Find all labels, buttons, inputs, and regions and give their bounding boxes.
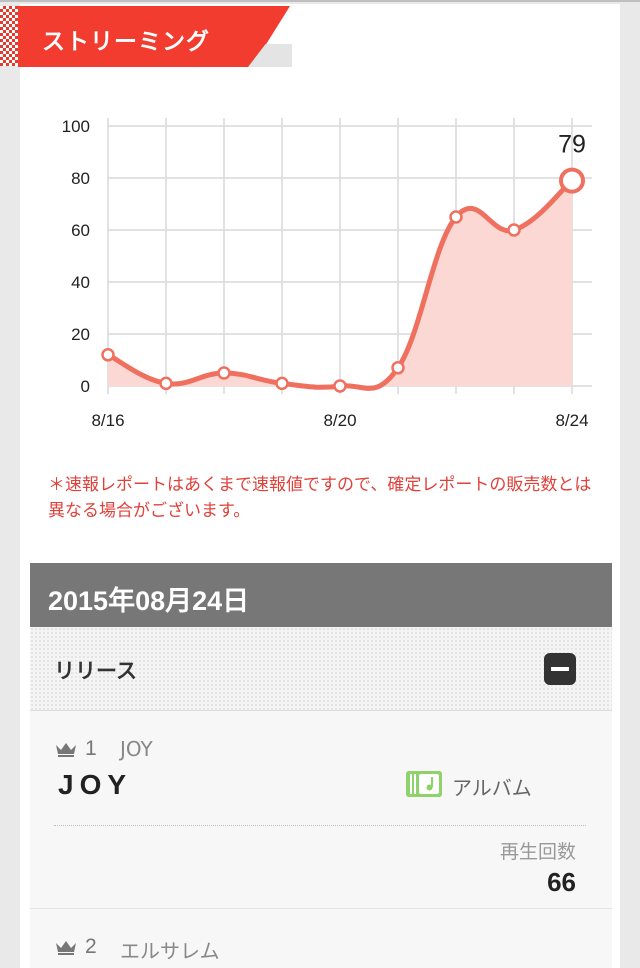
- chart-point: [449, 210, 463, 224]
- crown-icon: [56, 941, 76, 955]
- x-tick-label: 8/24: [555, 411, 588, 430]
- release-title: リリース: [54, 659, 137, 683]
- chart-point: [159, 376, 173, 391]
- crown-icon: [56, 743, 76, 757]
- data-label: 79: [558, 131, 586, 159]
- plays-value: 66: [547, 867, 576, 897]
- notice-text: ＊速報レポートはあくまで速報値ですので、確定レポートの販売数とは異なる場合がござ…: [48, 475, 592, 521]
- x-tick-label: 8/16: [91, 411, 124, 430]
- chart-line: [106, 178, 574, 391]
- chart-point: [559, 167, 585, 194]
- rank-number: 2: [85, 935, 97, 958]
- chart-point: [101, 348, 115, 362]
- rank-artist: エルサレム: [120, 939, 220, 963]
- date-header: 2015年08月24日: [30, 563, 612, 627]
- list-item[interactable]: 1 JOY JOY アルバム 再生回数 66: [30, 711, 612, 909]
- album-icon: [406, 771, 442, 797]
- album-label: アルバム: [452, 776, 532, 800]
- list-item[interactable]: 2 エルサレム: [30, 909, 612, 968]
- plays-label: 再生回数: [499, 841, 576, 863]
- release-header[interactable]: リリース: [30, 627, 612, 711]
- checker-decoration: [0, 6, 18, 66]
- chart-point: [217, 366, 231, 380]
- y-tick-label: 60: [71, 221, 90, 240]
- rank-artist: JOY: [120, 737, 153, 761]
- section-title: ストリーミング: [42, 28, 210, 54]
- chart-point: [391, 361, 405, 375]
- divider: [54, 825, 586, 826]
- chart-point: [333, 379, 347, 393]
- chart-point: [275, 376, 289, 391]
- chart-area: [108, 180, 572, 389]
- section-banner: [18, 6, 290, 67]
- y-tick-label: 80: [71, 169, 90, 188]
- streaming-chart: 0 20 40 60 80 100 8/16 8/20 8/24 79: [62, 117, 592, 430]
- rank-number: 1: [85, 737, 97, 760]
- chart-point: [507, 223, 521, 237]
- x-tick-label: 8/20: [323, 411, 356, 430]
- collapse-button[interactable]: [544, 653, 576, 685]
- y-tick-label: 0: [81, 377, 90, 396]
- y-tick-label: 100: [62, 117, 90, 136]
- y-tick-label: 20: [71, 325, 90, 344]
- rank-title[interactable]: JOY: [58, 769, 133, 800]
- y-tick-label: 40: [71, 273, 90, 292]
- top-border: [0, 0, 640, 2]
